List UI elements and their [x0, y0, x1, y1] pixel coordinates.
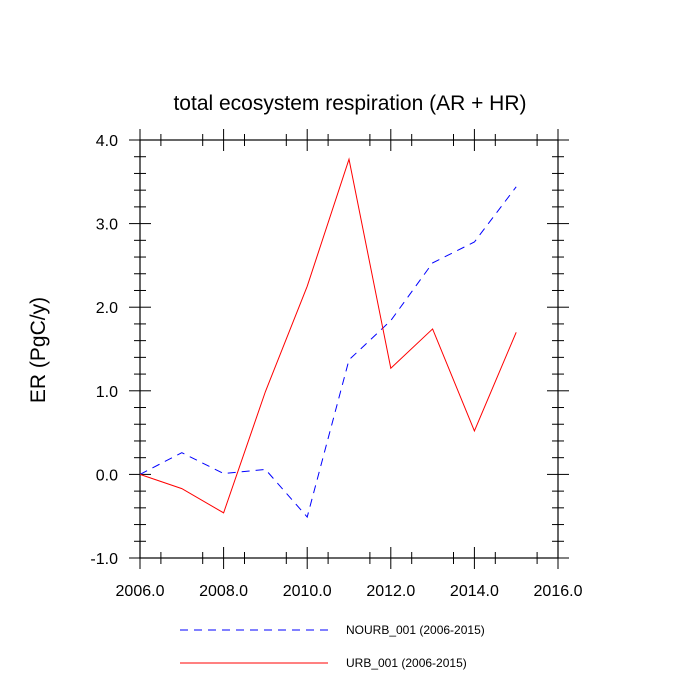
- x-tick-label: 2016.0: [534, 583, 583, 600]
- y-tick-label: 2.0: [96, 300, 118, 317]
- x-tick-label: 2010.0: [283, 583, 332, 600]
- y-tick-label: 4.0: [96, 133, 118, 150]
- legend-label: URB_001 (2006-2015): [346, 656, 467, 670]
- plot-frame: [139, 139, 559, 559]
- legend-label: NOURB_001 (2006-2015): [346, 623, 485, 637]
- chart-title: total ecosystem respiration (AR + HR): [173, 92, 526, 115]
- y-tick-label: -1.0: [90, 551, 118, 568]
- x-tick-label: 2014.0: [450, 583, 499, 600]
- x-tick-label: 2006.0: [116, 583, 165, 600]
- y-tick-label: 1.0: [96, 384, 118, 401]
- axis-ticks: [129, 129, 569, 569]
- x-tick-label: 2012.0: [366, 583, 415, 600]
- series-lines: [139, 157, 517, 519]
- series-line-nourb-001: [139, 186, 517, 519]
- y-tick-label: 3.0: [96, 217, 118, 234]
- y-axis-label: ER (PgC/y): [27, 297, 50, 403]
- tick-labels: 2006.0 2008.0 2010.0 2012.0 2014.0 2016.0 -1.0…: [90, 133, 582, 600]
- legend: NOURB_001 (2006-2015) URB_001 (2006-2015): [180, 623, 485, 670]
- series-line-urb-001: [139, 157, 517, 514]
- x-tick-label: 2008.0: [199, 583, 248, 600]
- y-tick-label: 0.0: [96, 467, 118, 484]
